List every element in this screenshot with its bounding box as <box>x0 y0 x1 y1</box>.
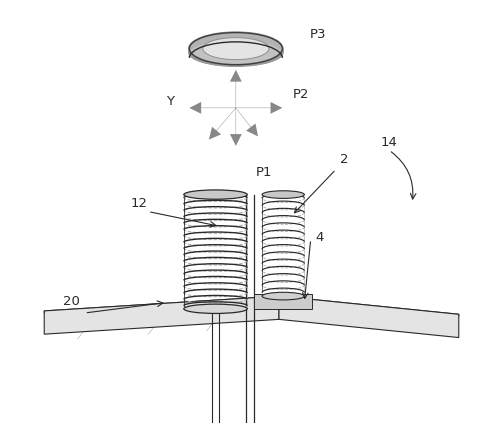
Polygon shape <box>44 296 279 313</box>
Polygon shape <box>44 296 279 334</box>
Ellipse shape <box>203 38 269 60</box>
FancyArrow shape <box>230 108 242 146</box>
Ellipse shape <box>189 33 282 65</box>
Text: P2: P2 <box>293 88 309 101</box>
FancyArrow shape <box>209 108 236 140</box>
FancyArrow shape <box>236 108 258 136</box>
Polygon shape <box>255 294 312 309</box>
Text: 14: 14 <box>380 136 397 149</box>
Text: 2: 2 <box>341 153 349 166</box>
FancyArrow shape <box>189 102 236 114</box>
FancyArrow shape <box>236 102 282 114</box>
Text: P3: P3 <box>310 28 326 41</box>
Text: 12: 12 <box>131 197 148 210</box>
Text: P1: P1 <box>256 165 272 179</box>
Ellipse shape <box>184 304 247 313</box>
Ellipse shape <box>262 191 304 198</box>
Polygon shape <box>279 296 459 316</box>
Text: 4: 4 <box>315 231 323 244</box>
Text: 20: 20 <box>63 294 80 308</box>
Polygon shape <box>279 296 459 338</box>
FancyArrow shape <box>230 70 242 108</box>
Text: Y: Y <box>166 95 174 108</box>
Ellipse shape <box>184 190 247 199</box>
Ellipse shape <box>262 292 304 300</box>
